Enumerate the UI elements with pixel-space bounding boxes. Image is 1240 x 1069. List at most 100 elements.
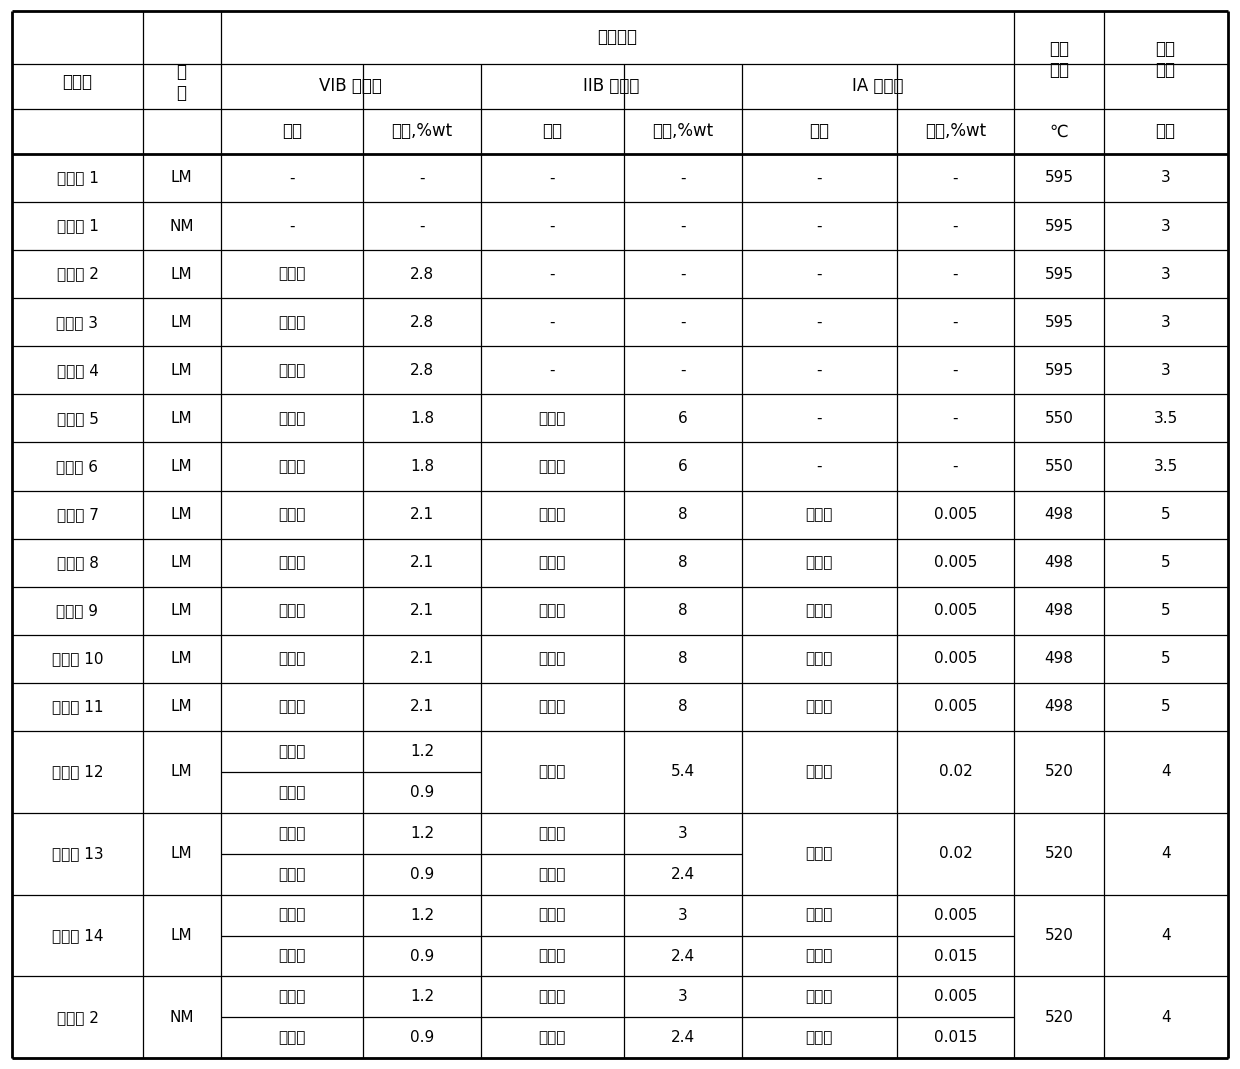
Text: 0.005: 0.005: [934, 908, 977, 923]
Text: 5: 5: [1161, 507, 1171, 522]
Text: 0.005: 0.005: [934, 603, 977, 618]
Text: IA 族元素: IA 族元素: [852, 77, 904, 95]
Text: 550: 550: [1044, 410, 1074, 425]
Text: 3: 3: [1161, 266, 1171, 281]
Text: 硫酸锌: 硫酸锌: [538, 410, 567, 425]
Text: 4: 4: [1161, 764, 1171, 779]
Text: NM: NM: [170, 1010, 193, 1025]
Text: 载
体: 载 体: [176, 63, 187, 102]
Text: -: -: [680, 314, 686, 329]
Text: 活性组分: 活性组分: [598, 28, 637, 46]
Text: 0.015: 0.015: [934, 948, 977, 963]
Text: -: -: [549, 314, 556, 329]
Text: 3: 3: [1161, 218, 1171, 233]
Text: 498: 498: [1044, 507, 1074, 522]
Text: -: -: [680, 170, 686, 185]
Text: 硝酸镉: 硝酸镉: [538, 764, 567, 779]
Text: 3: 3: [1161, 170, 1171, 185]
Text: 1.2: 1.2: [410, 744, 434, 759]
Text: -: -: [952, 170, 959, 185]
Text: 实施例 1: 实施例 1: [57, 170, 98, 185]
Text: 0.9: 0.9: [410, 867, 434, 882]
Text: 小时: 小时: [1156, 123, 1176, 140]
Text: -: -: [549, 170, 556, 185]
Text: 2.1: 2.1: [410, 651, 434, 666]
Text: 比较例 1: 比较例 1: [57, 218, 98, 233]
Text: 498: 498: [1044, 651, 1074, 666]
Text: -: -: [816, 362, 822, 377]
Text: 4: 4: [1161, 847, 1171, 862]
Text: 焙烧
时间: 焙烧 时间: [1156, 41, 1176, 79]
Text: 硝酸铷: 硝酸铷: [805, 948, 833, 963]
Text: 2.1: 2.1: [410, 603, 434, 618]
Text: 氯化钠: 氯化钠: [805, 555, 833, 570]
Text: 1.8: 1.8: [410, 410, 434, 425]
Text: LM: LM: [171, 928, 192, 943]
Text: 硝酸钾: 硝酸钾: [805, 847, 833, 862]
Text: 520: 520: [1044, 928, 1074, 943]
Text: 2.8: 2.8: [410, 314, 434, 329]
Text: 钼酸铵: 钼酸铵: [278, 867, 306, 882]
Text: 实施例 6: 实施例 6: [57, 459, 98, 474]
Text: 3: 3: [1161, 314, 1171, 329]
Text: 钼酸铵: 钼酸铵: [278, 1031, 306, 1045]
Text: 520: 520: [1044, 764, 1074, 779]
Text: 5: 5: [1161, 603, 1171, 618]
Text: -: -: [816, 218, 822, 233]
Text: 氯化铬: 氯化铬: [278, 459, 306, 474]
Text: VIB 族元素: VIB 族元素: [320, 77, 382, 95]
Text: 氯化锂: 氯化锂: [805, 507, 833, 522]
Text: -: -: [816, 266, 822, 281]
Text: 硝酸钾: 硝酸钾: [805, 764, 833, 779]
Text: -: -: [816, 314, 822, 329]
Text: 2.4: 2.4: [671, 948, 694, 963]
Text: 0.9: 0.9: [410, 948, 434, 963]
Text: 0.005: 0.005: [934, 651, 977, 666]
Text: 3: 3: [678, 908, 687, 923]
Text: 硝酸铷: 硝酸铷: [805, 651, 833, 666]
Text: 钼酸铵: 钼酸铵: [278, 603, 306, 618]
Text: 实施例 14: 实施例 14: [52, 928, 103, 943]
Text: 硝酸钾: 硝酸钾: [805, 908, 833, 923]
Text: 钼酸铵: 钼酸铵: [278, 555, 306, 570]
Text: 含量,%wt: 含量,%wt: [925, 123, 986, 140]
Text: 含量,%wt: 含量,%wt: [652, 123, 713, 140]
Text: 6: 6: [678, 459, 687, 474]
Text: 实施例 3: 实施例 3: [57, 314, 98, 329]
Text: -: -: [952, 362, 959, 377]
Text: 595: 595: [1044, 218, 1074, 233]
Text: LM: LM: [171, 764, 192, 779]
Text: 钼酸铵: 钼酸铵: [278, 651, 306, 666]
Text: 8: 8: [678, 699, 687, 714]
Text: 1.2: 1.2: [410, 990, 434, 1005]
Text: 2.8: 2.8: [410, 362, 434, 377]
Text: 3: 3: [678, 990, 687, 1005]
Text: LM: LM: [171, 314, 192, 329]
Text: 硝酸锌: 硝酸锌: [538, 603, 567, 618]
Text: 0.9: 0.9: [410, 785, 434, 800]
Text: 钼酸铵: 钼酸铵: [278, 785, 306, 800]
Text: 4: 4: [1161, 928, 1171, 943]
Text: 3.5: 3.5: [1153, 459, 1178, 474]
Text: 2.4: 2.4: [671, 1031, 694, 1045]
Text: 498: 498: [1044, 555, 1074, 570]
Text: -: -: [952, 266, 959, 281]
Text: 实施例 2: 实施例 2: [57, 266, 98, 281]
Text: 6: 6: [678, 410, 687, 425]
Text: 硫酸镉: 硫酸镉: [538, 459, 567, 474]
Text: -: -: [952, 410, 959, 425]
Text: 实施例 13: 实施例 13: [52, 847, 103, 862]
Text: 硝酸铷: 硝酸铷: [805, 1031, 833, 1045]
Text: ℃: ℃: [1049, 123, 1069, 140]
Text: LM: LM: [171, 847, 192, 862]
Text: -: -: [289, 218, 295, 233]
Text: LM: LM: [171, 266, 192, 281]
Text: 实施例 8: 实施例 8: [57, 555, 98, 570]
Text: 8: 8: [678, 603, 687, 618]
Text: 实施例 4: 实施例 4: [57, 362, 98, 377]
Text: 氯化铬: 氯化铬: [278, 410, 306, 425]
Text: 1.2: 1.2: [410, 908, 434, 923]
Text: 硝酸钾: 硝酸钾: [805, 990, 833, 1005]
Text: 595: 595: [1044, 266, 1074, 281]
Text: 硝酸锌: 硝酸锌: [538, 555, 567, 570]
